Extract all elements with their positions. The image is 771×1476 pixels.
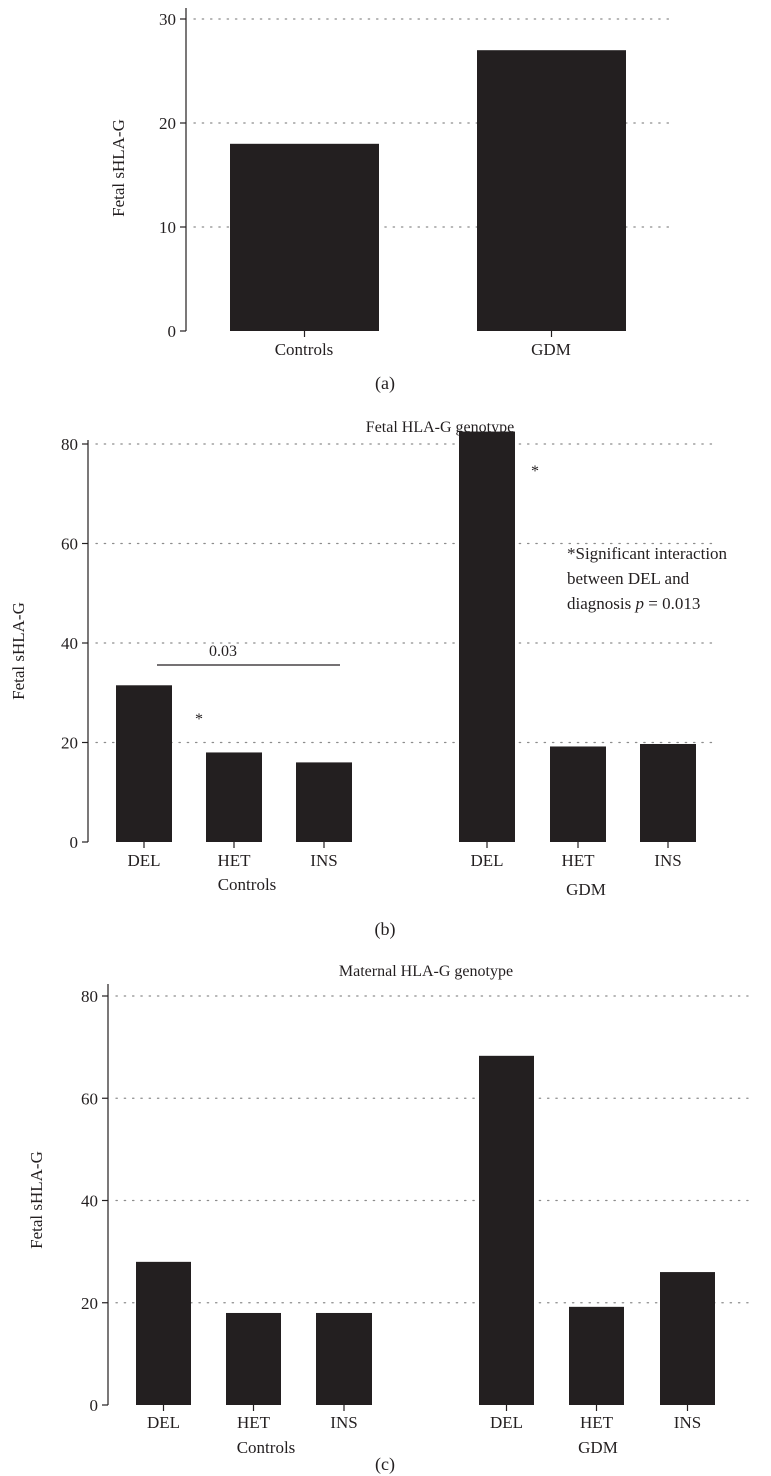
a-y-axis-label: Fetal sHLA-G xyxy=(109,119,128,217)
c-y-ticks: 0 20 40 60 80 xyxy=(81,987,108,1415)
c-bar xyxy=(479,1055,534,1405)
b-bar xyxy=(206,752,262,842)
c-y-tick-label: 80 xyxy=(81,987,98,1006)
c-chart-title: Maternal HLA-G genotype xyxy=(339,963,513,980)
b-bar xyxy=(296,762,352,842)
b-y-tick-label: 40 xyxy=(61,634,78,653)
c-y-tick-label: 40 xyxy=(81,1192,98,1211)
b-bar xyxy=(116,685,172,842)
b-bar xyxy=(459,431,515,842)
b-star-gdm: * xyxy=(531,463,539,480)
a-y-ticks: 0 10 20 30 xyxy=(159,10,186,341)
a-bar xyxy=(230,143,379,331)
c-x-tick-label: INS xyxy=(674,1413,701,1432)
c-y-tick-label: 0 xyxy=(90,1396,99,1415)
c-x-tick-label: DEL xyxy=(147,1413,180,1432)
b-bar xyxy=(640,743,696,842)
b-y-tick-label: 60 xyxy=(61,535,78,554)
b-y-tick-label: 80 xyxy=(61,435,78,454)
c-bars xyxy=(136,1055,715,1405)
b-x-tick-label: HET xyxy=(561,851,595,870)
c-bar xyxy=(316,1312,372,1405)
c-panel-label: (c) xyxy=(375,1454,395,1475)
c-x-tick-labels: DEL HET INS DEL HET INS xyxy=(147,1405,701,1432)
c-bar xyxy=(569,1306,624,1405)
c-bar xyxy=(660,1272,715,1405)
b-y-tick-label: 0 xyxy=(70,833,79,852)
c-y-axis-label: Fetal sHLA-G xyxy=(27,1151,46,1249)
b-note-line-1: *Significant interaction xyxy=(567,544,728,563)
a-y-tick-label: 30 xyxy=(159,10,176,29)
c-gridlines xyxy=(115,995,749,1304)
b-x-tick-label: INS xyxy=(310,851,337,870)
a-bar xyxy=(477,50,626,331)
c-group-label-gdm: GDM xyxy=(578,1438,618,1457)
panel-c: Maternal HLA-G genotype 0 20 40 60 80 DEL HET… xyxy=(27,963,749,1475)
b-x-tick-label: DEL xyxy=(470,851,503,870)
c-bar xyxy=(226,1312,281,1405)
b-panel-label: (b) xyxy=(375,919,396,940)
a-x-tick-label: Controls xyxy=(275,340,334,359)
a-y-tick-label: 10 xyxy=(159,218,176,237)
c-bar xyxy=(136,1261,191,1405)
b-bars xyxy=(116,431,696,842)
c-x-tick-label: DEL xyxy=(490,1413,523,1432)
c-x-tick-label: HET xyxy=(237,1413,271,1432)
a-panel-label: (a) xyxy=(375,373,395,394)
a-y-tick-label: 0 xyxy=(168,322,177,341)
b-note-line-3: diagnosis p = 0.013 xyxy=(567,594,700,613)
b-x-tick-label: DEL xyxy=(127,851,160,870)
panel-a: 0 10 20 30 Controls GDM Fetal sHLA-G (a) xyxy=(109,8,673,394)
a-y-tick-label: 20 xyxy=(159,114,176,133)
b-note-line-2: between DEL and xyxy=(567,569,690,588)
b-bar xyxy=(550,746,606,842)
b-y-tick-label: 20 xyxy=(61,734,78,753)
b-x-tick-labels: DEL HET INS DEL HET INS xyxy=(127,842,682,870)
a-bars xyxy=(230,50,626,331)
b-y-axis-label: Fetal sHLA-G xyxy=(9,602,28,700)
a-x-tick-labels: Controls GDM xyxy=(275,331,571,359)
b-star-controls: * xyxy=(195,711,203,728)
b-x-tick-label: HET xyxy=(217,851,251,870)
c-group-label-controls: Controls xyxy=(237,1438,296,1457)
b-group-label-gdm: GDM xyxy=(566,880,606,899)
b-bracket-label: 0.03 xyxy=(209,643,237,660)
b-group-label-controls: Controls xyxy=(218,875,277,894)
c-y-tick-label: 20 xyxy=(81,1294,98,1313)
c-x-tick-label: HET xyxy=(580,1413,614,1432)
a-x-tick-label: GDM xyxy=(531,340,571,359)
b-y-ticks: 0 20 40 60 80 xyxy=(61,435,88,852)
c-x-tick-label: INS xyxy=(330,1413,357,1432)
c-y-tick-label: 60 xyxy=(81,1089,98,1108)
b-x-tick-label: INS xyxy=(654,851,681,870)
